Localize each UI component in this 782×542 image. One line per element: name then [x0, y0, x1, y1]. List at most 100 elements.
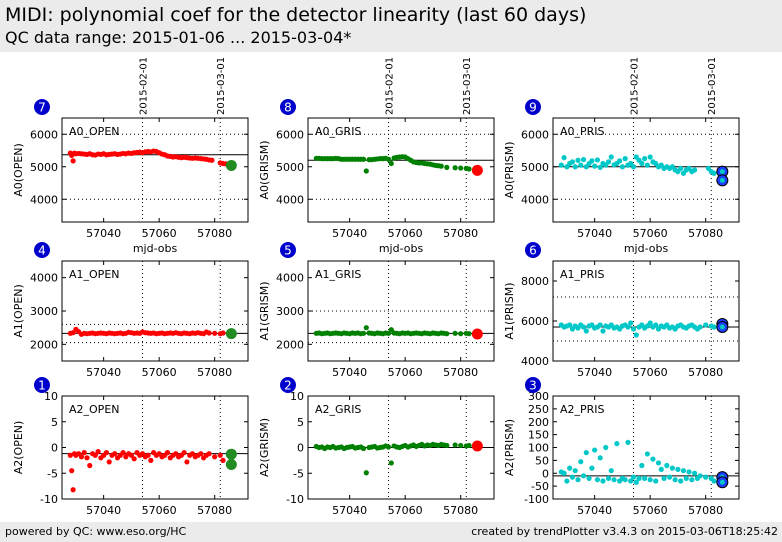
y-tick-label: 5 — [297, 416, 304, 429]
x-tick-label: 57080 — [688, 366, 723, 379]
data-point — [120, 450, 126, 456]
data-point — [597, 164, 603, 170]
data-point — [575, 157, 581, 163]
data-point — [711, 478, 717, 484]
panel-number: 8 — [284, 101, 292, 115]
panel-number-badge — [34, 377, 50, 393]
y-axis-label: A0(GRISM) — [258, 141, 271, 200]
data-point — [206, 330, 212, 336]
data-point — [452, 165, 458, 171]
panel-number-badge — [34, 99, 50, 115]
data-point — [597, 455, 603, 461]
y-tick-label: 5000 — [30, 161, 58, 174]
data-point — [617, 158, 623, 164]
subplot-a0-gris: 4000 5000 6000 57040 57060 57080 mjd-obs A0(GRI… — [258, 57, 495, 255]
x-tick-label: 57040 — [577, 504, 612, 517]
data-point — [458, 331, 464, 337]
data-point — [691, 167, 698, 173]
y-tick-label: 4000 — [521, 355, 549, 368]
date-marker-label: 2015-03-01 — [707, 57, 718, 115]
data-point — [385, 444, 392, 450]
data-point — [444, 164, 450, 170]
data-point — [444, 442, 450, 449]
data-point — [198, 451, 204, 457]
date-marker-label: 2015-03-01 — [462, 57, 473, 115]
x-tick-label: 57080 — [197, 504, 232, 517]
x-tick-label: 57060 — [633, 366, 668, 379]
x-tick-label: 57040 — [332, 504, 367, 517]
data-point — [363, 325, 369, 331]
data-point — [452, 442, 458, 448]
y-tick-label: 3000 — [30, 305, 58, 318]
data-point — [583, 328, 589, 334]
data-point — [647, 154, 653, 160]
data-point — [572, 468, 578, 474]
date-marker-label: 2015-02-01 — [139, 57, 150, 115]
y-tick-label: 300 — [528, 390, 549, 403]
panel-tag: A1_GRIS — [315, 268, 361, 281]
data-point — [212, 330, 218, 336]
y-tick-label: -50 — [531, 480, 549, 493]
panel-number-badge — [280, 99, 296, 115]
x-axis-label: mjd-obs — [379, 242, 424, 255]
plot-frame — [61, 260, 249, 362]
data-point — [600, 328, 606, 334]
data-point — [666, 474, 673, 480]
y-tick-label: 10 — [44, 390, 58, 403]
x-tick-label: 57060 — [388, 366, 423, 379]
y-tick-label: 4000 — [30, 272, 58, 285]
panel-number: 2 — [284, 379, 292, 393]
data-point — [642, 156, 648, 162]
x-tick-label: 57040 — [86, 227, 121, 240]
y-tick-label: -10 — [40, 493, 58, 506]
data-point — [458, 442, 464, 449]
footer-powered-by: powered by QC: www.eso.org/HC — [5, 525, 187, 538]
data-point — [658, 466, 664, 472]
data-point — [363, 470, 369, 476]
header-bar: MIDI: polynomial coef for the detector l… — [0, 0, 782, 52]
y-tick-label: 250 — [528, 403, 549, 416]
x-tick-label: 57040 — [577, 227, 612, 240]
last-data-point — [225, 159, 237, 171]
data-point — [360, 156, 367, 162]
x-tick-label: 57040 — [86, 504, 121, 517]
data-point — [678, 478, 684, 484]
panel-tag: A2_PRIS — [560, 403, 605, 416]
last-data-point — [471, 164, 483, 176]
data-point — [452, 330, 458, 336]
y-tick-label: 6000 — [276, 128, 304, 141]
data-point — [594, 477, 601, 483]
panel-tag: A0_OPEN — [69, 125, 120, 138]
data-point — [639, 462, 645, 469]
data-point — [388, 460, 394, 466]
y-tick-label: 0 — [297, 442, 304, 455]
data-point — [580, 473, 587, 479]
data-point — [630, 326, 637, 332]
data-point — [569, 474, 576, 480]
data-point — [619, 164, 626, 170]
data-point — [70, 487, 76, 493]
data-point — [217, 452, 223, 458]
data-point — [589, 465, 595, 471]
data-point — [642, 475, 648, 481]
data-point — [92, 452, 98, 458]
y-tick-label: 8000 — [521, 275, 549, 288]
y-tick-label: 2000 — [30, 338, 58, 351]
data-point — [81, 450, 87, 456]
y-tick-label: 0 — [51, 442, 58, 455]
data-point — [630, 474, 637, 480]
data-point — [164, 450, 171, 456]
data-point — [580, 324, 587, 330]
data-point — [206, 451, 212, 457]
x-tick-label: 57040 — [332, 366, 367, 379]
data-point — [578, 162, 584, 168]
data-point — [647, 320, 653, 326]
data-point — [697, 324, 703, 330]
subplot-a0-pris: 4000 5000 6000 57040 57060 57080 mjd-obs A0(PRI… — [503, 57, 740, 255]
plot-frame — [61, 395, 249, 500]
y-tick-label: 3000 — [276, 305, 304, 318]
data-point — [558, 162, 564, 168]
data-point — [664, 462, 670, 469]
y-tick-label: 4000 — [521, 193, 549, 206]
